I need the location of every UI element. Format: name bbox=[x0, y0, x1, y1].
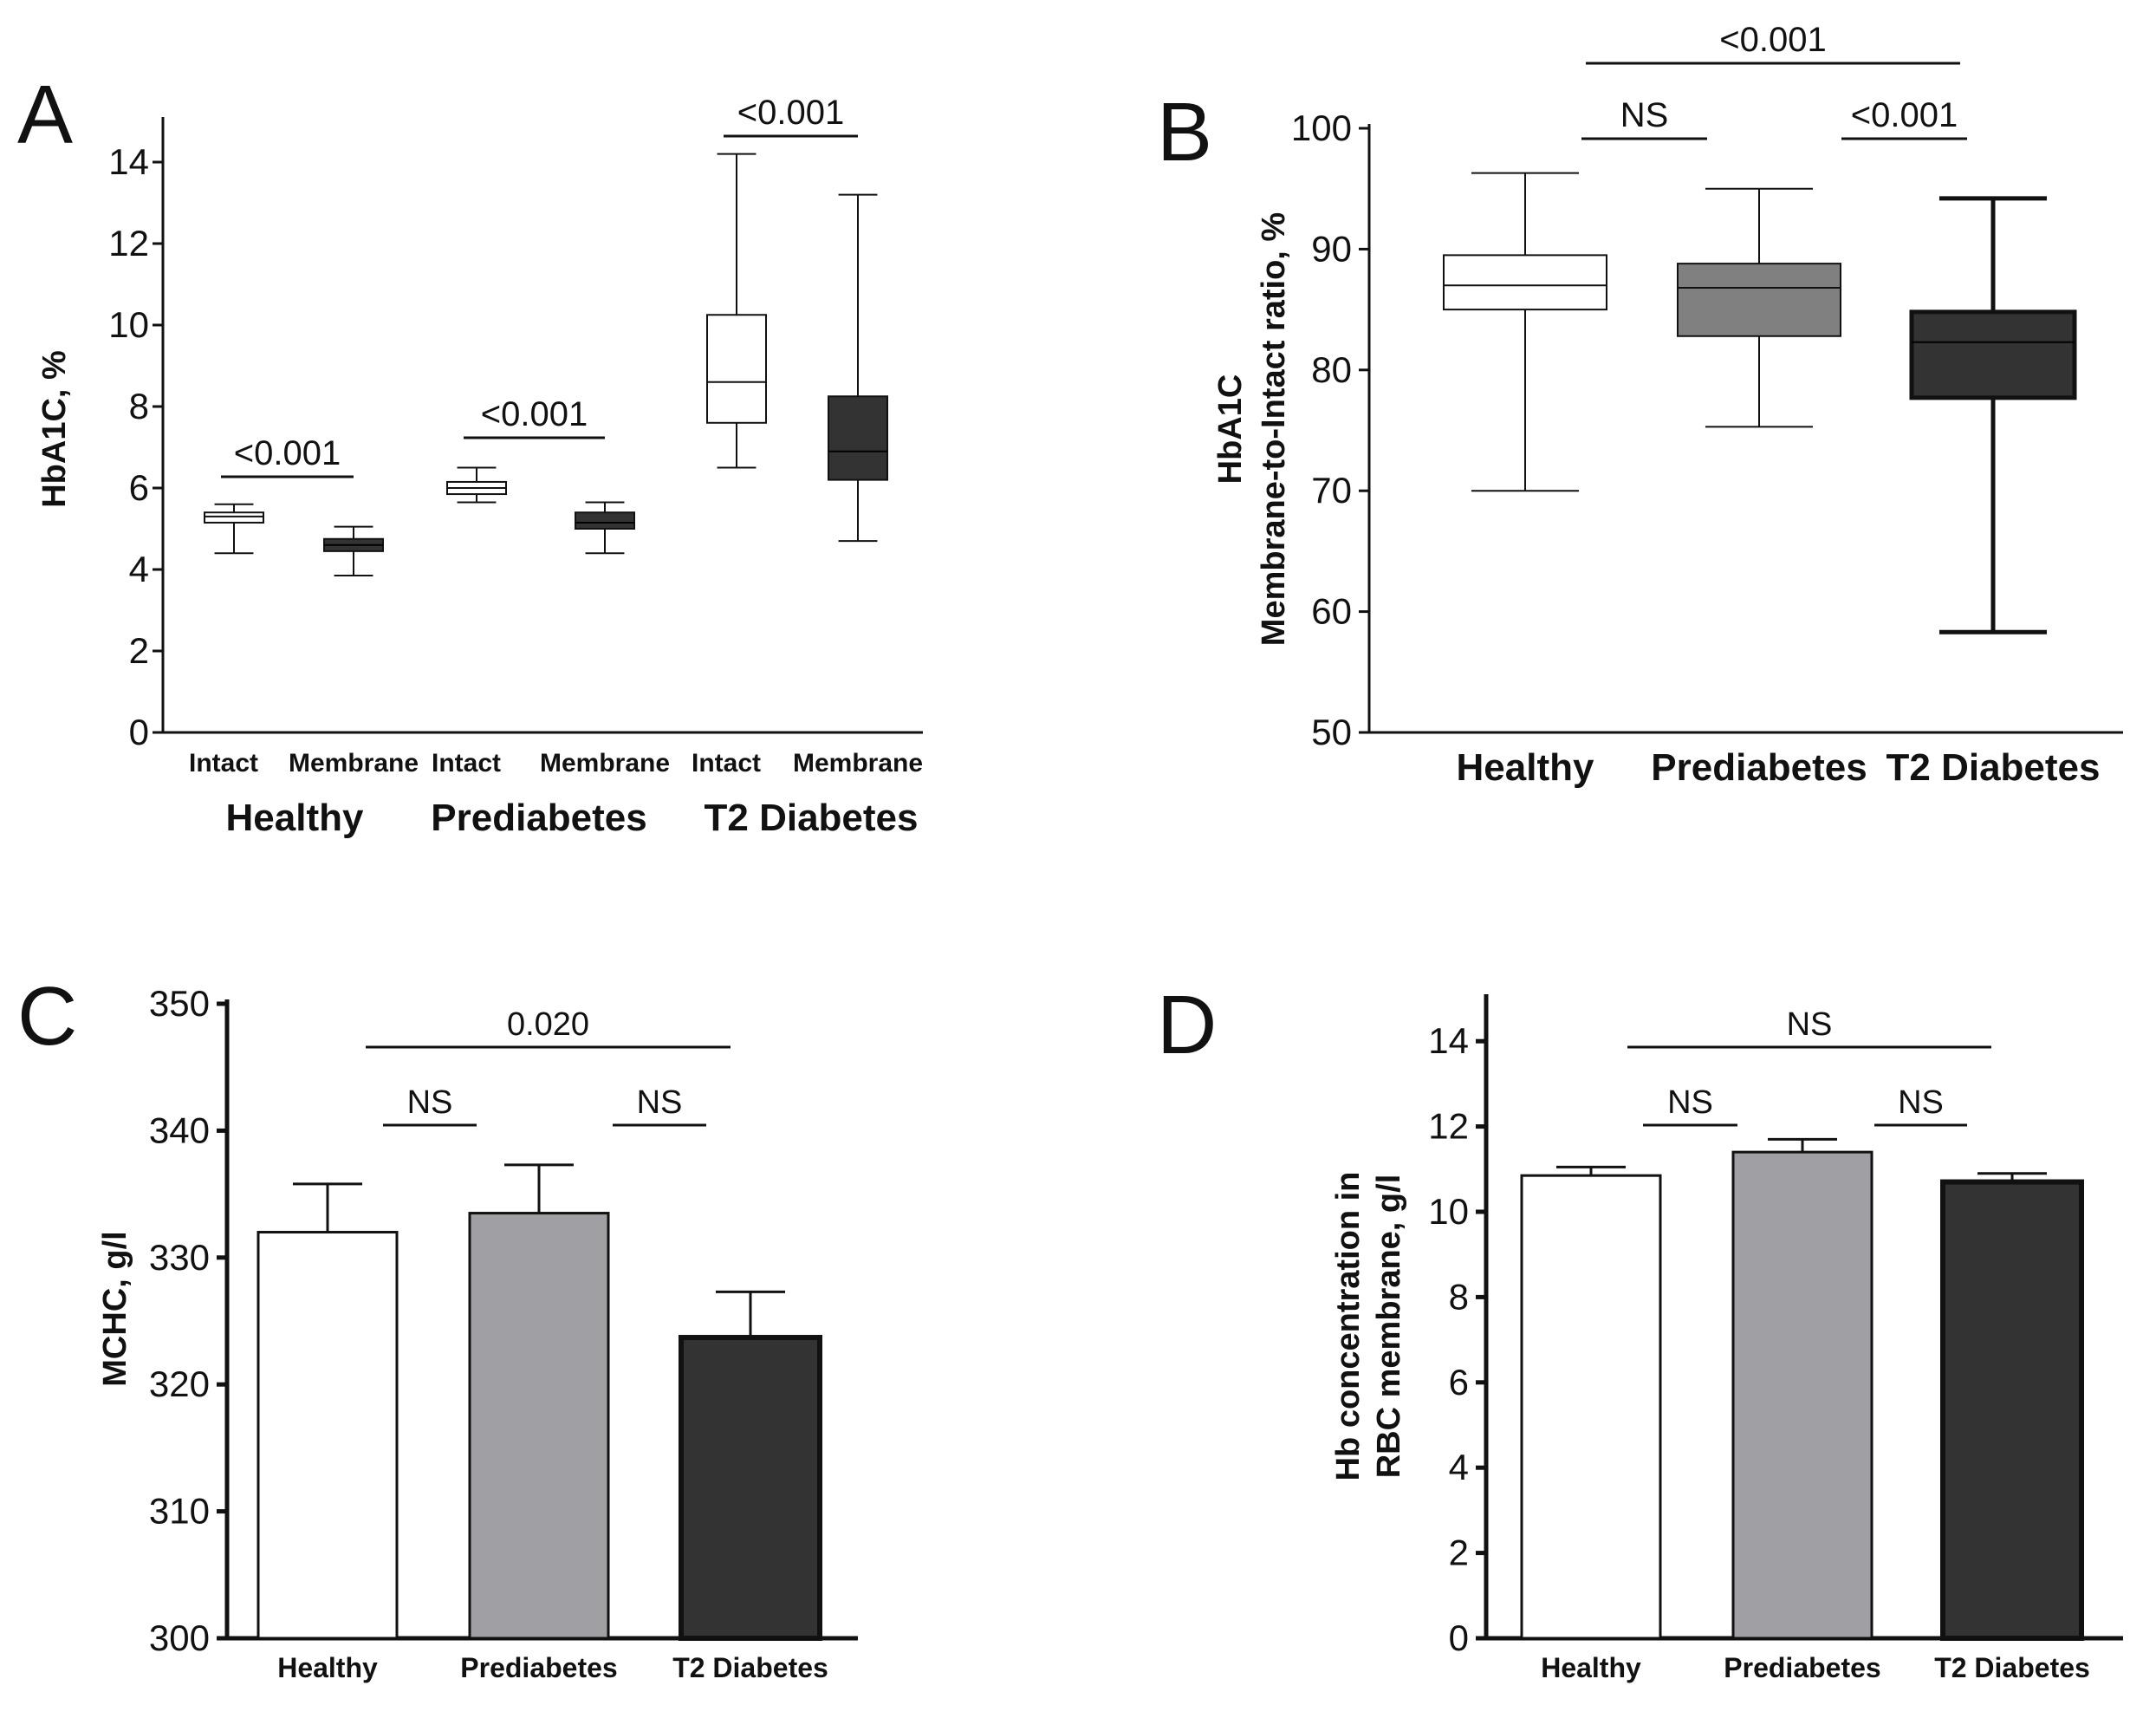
y-tick-label: 330 bbox=[149, 1237, 210, 1278]
x-subcategory-label: Membrane bbox=[289, 749, 419, 778]
significance-label: <0.001 bbox=[481, 395, 588, 433]
bar bbox=[1940, 1179, 2084, 1642]
x-subcategory-label: Intact bbox=[432, 749, 501, 778]
box bbox=[204, 511, 264, 524]
x-category-label: Prediabetes bbox=[1724, 1652, 1880, 1683]
y-tick-label: 2 bbox=[1449, 1533, 1469, 1573]
significance-label: NS bbox=[1898, 1084, 1944, 1121]
y-tick-label: 10 bbox=[1428, 1191, 1469, 1232]
x-subcategory-label: Membrane bbox=[793, 749, 923, 778]
bar bbox=[679, 1335, 822, 1641]
y-tick-label: 310 bbox=[149, 1491, 210, 1532]
significance-label: NS bbox=[1667, 1084, 1713, 1121]
y-tick-label: 2 bbox=[129, 630, 149, 671]
x-category-label: Prediabetes bbox=[460, 1652, 617, 1683]
box bbox=[1909, 309, 2077, 400]
y-tick-label: 70 bbox=[1311, 470, 1352, 511]
y-tick-label: 50 bbox=[1311, 712, 1352, 752]
panel-a-chart: 0 2 4 6 8 10 12 14 HbA1C, % Intact Membrane Intact M… bbox=[36, 94, 923, 839]
y-tick-label: 0 bbox=[129, 712, 149, 752]
significance-label: NS bbox=[1787, 1006, 1833, 1043]
y-axis-title-line2: Membrane-to-Intact ratio, % bbox=[1256, 212, 1292, 646]
x-category-label: T2 Diabetes bbox=[1886, 746, 2101, 789]
x-group-label: T2 Diabetes bbox=[705, 797, 919, 839]
box bbox=[1677, 263, 1841, 337]
panel-label-d: D bbox=[1157, 979, 1217, 1071]
significance-label: <0.001 bbox=[234, 434, 341, 472]
panel-d-chart: 0 2 4 6 8 10 12 14 Hb concentration in RBC membra… bbox=[1330, 994, 2123, 1683]
box bbox=[828, 395, 888, 481]
y-tick-label: 320 bbox=[149, 1363, 210, 1404]
panel-label-b: B bbox=[1157, 86, 1212, 179]
bar bbox=[1520, 1174, 1662, 1640]
x-group-label: Prediabetes bbox=[431, 797, 646, 839]
y-tick-label: 12 bbox=[108, 223, 149, 264]
x-group-label: Healthy bbox=[226, 797, 364, 839]
y-tick-label: 4 bbox=[1449, 1447, 1469, 1487]
y-tick-label: 8 bbox=[129, 386, 149, 426]
y-tick-label: 90 bbox=[1311, 228, 1352, 269]
y-tick-label: 100 bbox=[1291, 107, 1352, 148]
x-category-label: Healthy bbox=[1457, 746, 1594, 789]
y-tick-label: 14 bbox=[108, 141, 149, 182]
y-tick-label: 4 bbox=[129, 549, 149, 589]
x-category-label: Healthy bbox=[1541, 1652, 1641, 1683]
y-tick-label: 6 bbox=[129, 467, 149, 508]
y-axis-title: HbA1C, % bbox=[36, 350, 73, 508]
x-category-label: T2 Diabetes bbox=[1934, 1652, 2090, 1683]
y-tick-label: 14 bbox=[1428, 1020, 1469, 1061]
x-subcategory-label: Intact bbox=[189, 749, 258, 778]
y-tick-label: 10 bbox=[108, 304, 149, 345]
y-tick-label: 350 bbox=[149, 983, 210, 1024]
y-tick-label: 8 bbox=[1449, 1276, 1469, 1317]
significance-label: NS bbox=[637, 1084, 683, 1121]
panel-c-chart: 300 310 320 330 340 350 MCHC, g/l Healthy Predia… bbox=[97, 983, 858, 1683]
significance-label: 0.020 bbox=[507, 1006, 589, 1043]
y-tick-label: 0 bbox=[1449, 1617, 1469, 1658]
panel-label-a: A bbox=[17, 68, 73, 161]
significance-label: NS bbox=[407, 1084, 453, 1121]
bar bbox=[468, 1212, 610, 1640]
panel-b-chart: 50 60 70 80 90 100 HbA1C Membrane-to-Intact rat… bbox=[1212, 21, 2123, 789]
box bbox=[1443, 254, 1607, 311]
x-subcategory-label: Intact bbox=[692, 749, 761, 778]
box bbox=[575, 511, 635, 530]
significance-label: <0.001 bbox=[737, 94, 844, 132]
x-category-label: Healthy bbox=[277, 1652, 378, 1683]
y-axis-title-line1: HbA1C bbox=[1212, 374, 1249, 485]
x-category-label: T2 Diabetes bbox=[672, 1652, 828, 1683]
significance-label: <0.001 bbox=[1851, 96, 1958, 134]
x-category-label: Prediabetes bbox=[1651, 746, 1867, 789]
y-axis-title-line1: Hb concentration in bbox=[1330, 1172, 1367, 1481]
significance-label: NS bbox=[1620, 96, 1669, 134]
bar bbox=[1731, 1150, 1874, 1640]
panel-label-c: C bbox=[17, 970, 77, 1063]
y-tick-label: 60 bbox=[1311, 591, 1352, 632]
y-tick-label: 12 bbox=[1428, 1106, 1469, 1147]
y-tick-label: 6 bbox=[1449, 1362, 1469, 1402]
y-axis-title: MCHC, g/l bbox=[97, 1231, 133, 1386]
y-tick-label: 340 bbox=[149, 1110, 210, 1150]
significance-label: <0.001 bbox=[1719, 21, 1826, 59]
bar bbox=[257, 1231, 399, 1640]
box bbox=[706, 314, 767, 424]
y-axis-title-line2: RBC membrane, g/l bbox=[1371, 1175, 1407, 1479]
y-tick-label: 80 bbox=[1311, 349, 1352, 390]
y-tick-label: 300 bbox=[149, 1617, 210, 1658]
x-subcategory-label: Membrane bbox=[540, 749, 670, 778]
